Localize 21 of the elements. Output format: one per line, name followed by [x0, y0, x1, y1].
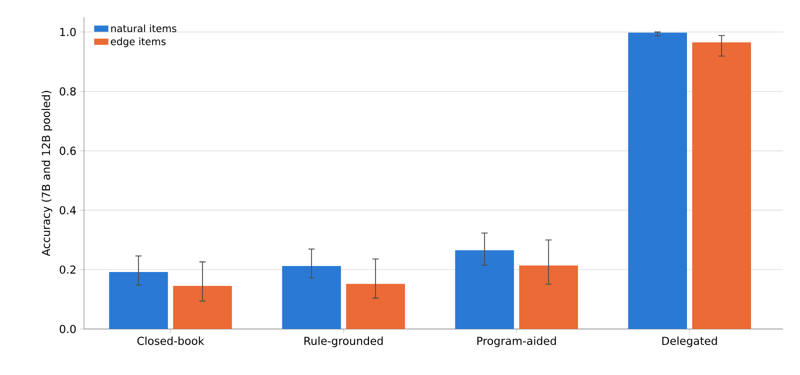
x-tick-label: Closed-book	[137, 336, 204, 346]
bar	[173, 286, 232, 329]
bar	[346, 284, 405, 329]
bar	[519, 265, 578, 329]
legend-label: natural items	[111, 24, 176, 32]
y-tick-label: 0.6	[60, 146, 76, 155]
y-tick-label: 1.0	[60, 28, 76, 36]
bar	[455, 250, 514, 329]
y-tick-label: 0.2	[60, 265, 76, 274]
bar	[628, 32, 687, 329]
y-axis-title: Accuracy (7B and 12B pooled)	[42, 90, 52, 256]
bar	[282, 266, 341, 329]
y-tick-label: 0.8	[60, 87, 76, 96]
bar	[692, 42, 751, 329]
x-tick-label: Delegated	[662, 336, 717, 348]
x-tick-label: Rule-grounded	[304, 336, 383, 348]
x-tick-label: Program-aided	[477, 336, 556, 348]
bar	[109, 272, 168, 329]
y-tick-label: 0.0	[60, 324, 76, 334]
y-tick-label: 0.4	[60, 206, 76, 214]
legend-label: edge items	[110, 37, 166, 48]
